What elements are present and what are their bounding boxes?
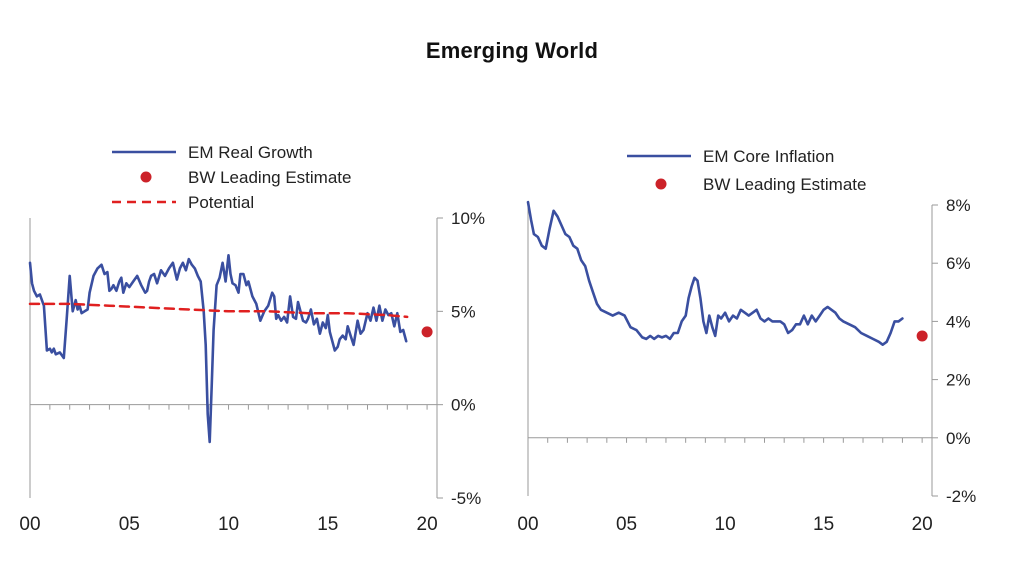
y-tick-label: 0% [946,429,971,448]
estimate-point [916,330,928,342]
legend-label: EM Core Inflation [703,147,834,166]
legend-item: BW Leading Estimate [655,175,866,194]
legend-label: BW Leading Estimate [703,175,866,194]
legend-label: EM Real Growth [188,143,313,162]
x-tick-label: 20 [417,514,438,535]
x-tick-label: 05 [119,514,140,535]
page-title: Emerging World [425,38,599,63]
legend-item: EM Real Growth [112,143,313,162]
legend-item: Potential [112,193,254,212]
x-tick-label: 20 [912,514,933,535]
x-tick-label: 00 [517,514,538,535]
y-tick-label: 4% [946,312,971,331]
x-tick-label: 15 [813,514,834,535]
legend-marker [140,171,152,183]
series-line [526,200,904,346]
y-tick-label: 8% [946,196,971,215]
legend-marker [655,178,667,190]
legend-item: BW Leading Estimate [140,168,351,187]
y-tick-label: -2% [946,487,976,506]
legend-label: BW Leading Estimate [188,168,351,187]
legend-item: EM Core Inflation [627,147,834,166]
x-tick-label: 10 [218,514,239,535]
x-tick-label: 00 [19,514,40,535]
x-tick-label: 15 [317,514,338,535]
legend-label: Potential [188,193,254,212]
y-tick-label: 10% [451,209,485,228]
y-tick-label: 2% [946,371,971,390]
y-tick-label: 6% [946,254,971,273]
estimate-point [421,326,433,338]
x-tick-label: 05 [616,514,637,535]
y-tick-label: 5% [451,302,476,321]
chart-2: 8% 6% 4% 2% 0% -2% 00 05 10 15 20 EM Core Inflation… [517,147,976,535]
x-tick-label: 10 [715,514,736,535]
legend: EM Real Growth BW Leading Estimate Potenti… [112,143,351,212]
potential-line [28,302,409,319]
series-line [28,254,408,444]
chart-1: 10% 5% 0% -5% 00 05 10 15 20 EM Real Growth BW Lea… [19,143,485,535]
y-tick-label: -5% [451,489,481,508]
y-tick-label: 0% [451,396,476,415]
legend: EM Core Inflation BW Leading Estimate [627,147,866,194]
